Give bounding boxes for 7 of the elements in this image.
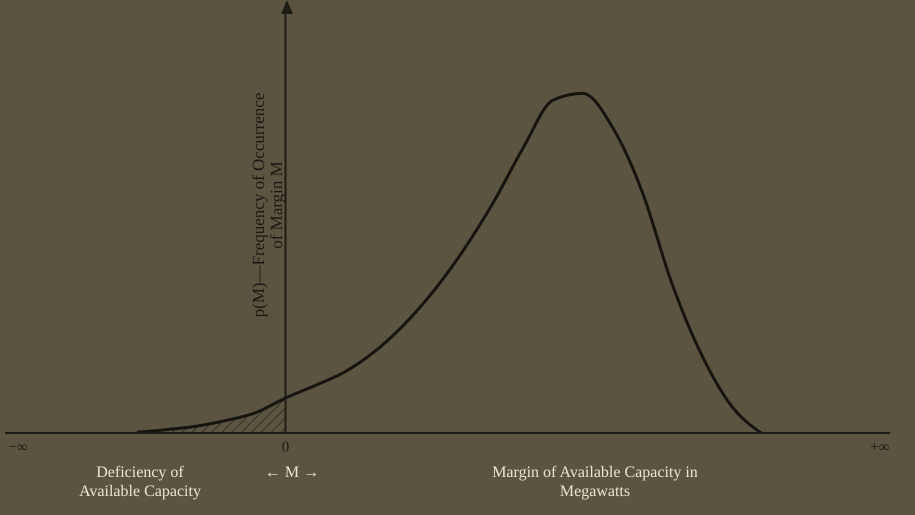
- x-tick-label: −∞: [8, 440, 28, 456]
- y-axis-title: p(M)—Frequency of Occurrence of Margin M: [249, 92, 286, 320]
- text: Deficiency of Available Capacity: [78, 463, 202, 501]
- x-tick-label: 0: [282, 440, 290, 456]
- x-axis-title: Margin of Available Capacity in Megawatts: [491, 463, 699, 501]
- x-tick-label: +∞: [870, 440, 890, 456]
- text: ← M →: [264, 463, 320, 482]
